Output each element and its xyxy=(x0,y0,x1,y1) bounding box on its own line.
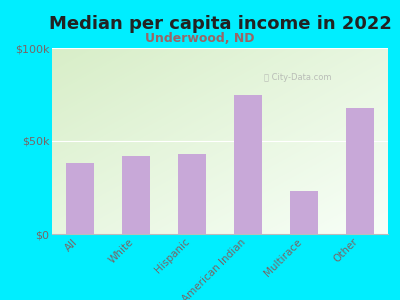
Bar xyxy=(122,156,150,234)
Bar xyxy=(346,107,374,234)
Text: Ⓢ City-Data.com: Ⓢ City-Data.com xyxy=(264,73,331,82)
Title: Median per capita income in 2022: Median per capita income in 2022 xyxy=(48,15,392,33)
Bar xyxy=(290,191,318,234)
Text: Underwood, ND: Underwood, ND xyxy=(145,32,255,44)
Bar xyxy=(66,163,94,234)
Bar xyxy=(234,94,262,234)
Bar xyxy=(178,154,206,234)
